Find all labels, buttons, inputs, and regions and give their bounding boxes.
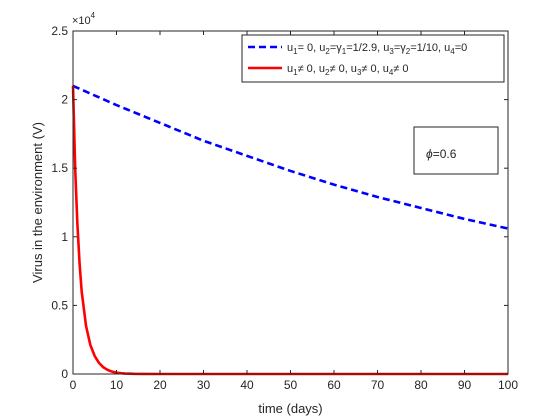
legend-subscript: 4 bbox=[389, 68, 394, 77]
legend-subscript: 3 bbox=[357, 68, 362, 77]
x-axis-ticks: 0 10 20 30 40 50 60 70 80 90 100 bbox=[70, 31, 518, 392]
x-tick-label: 0 bbox=[70, 378, 77, 392]
x-axis-label: time (days) bbox=[258, 401, 322, 416]
legend-text-segment: =0 bbox=[455, 42, 468, 54]
legend-text-segment: ≠ 0 bbox=[393, 63, 408, 75]
x-tick-label: 20 bbox=[153, 378, 167, 392]
y-tick-label: 2 bbox=[61, 93, 68, 107]
annotation-text: ϕ=0.6 bbox=[426, 147, 457, 161]
x-tick-label: 10 bbox=[110, 378, 124, 392]
y-tick-label: 1 bbox=[61, 230, 68, 244]
legend-text-segment: ≠ 0, u bbox=[361, 63, 388, 75]
x-tick-label: 100 bbox=[498, 378, 518, 392]
x-tick-label: 40 bbox=[240, 378, 254, 392]
legend-subscript: 4 bbox=[450, 47, 455, 56]
legend-text-segment: u bbox=[287, 42, 293, 54]
legend-subscript: 1 bbox=[342, 47, 347, 56]
y-tick-label: 1.5 bbox=[51, 161, 68, 175]
legend-subscript: 2 bbox=[406, 47, 411, 56]
legend-subscript: 2 bbox=[325, 47, 330, 56]
y-tick-label: 0.5 bbox=[51, 298, 68, 312]
legend-text-segment: u bbox=[287, 63, 293, 75]
phi-annotation-box: ϕ=0.6 bbox=[413, 126, 499, 175]
series-line-1 bbox=[72, 84, 509, 230]
phi-value: =0.6 bbox=[433, 147, 457, 161]
legend-subscript: 3 bbox=[389, 47, 394, 56]
y-tick-label: 0 bbox=[61, 367, 68, 381]
legend-box bbox=[241, 34, 505, 83]
y-axis-exponent-power: 4 bbox=[91, 11, 96, 20]
legend-text-segment: = 0, u bbox=[298, 42, 326, 54]
legend-text-segment: =1/2.9, u bbox=[346, 42, 389, 54]
y-axis-label: Virus in the environment (V) bbox=[30, 122, 45, 283]
x-tick-label: 90 bbox=[458, 378, 472, 392]
y-axis-exponent-base: ×10 bbox=[72, 15, 91, 27]
x-tick-label: 30 bbox=[197, 378, 211, 392]
x-tick-label: 60 bbox=[327, 378, 341, 392]
legend-subscript: 2 bbox=[325, 68, 330, 77]
y-axis-ticks: 0 0.5 1 1.5 2 2.5 bbox=[51, 24, 508, 381]
legend-subscript: 1 bbox=[293, 68, 298, 77]
legend-entry-2: u1≠ 0, u2≠ 0, u3≠ 0, u4≠ 0 bbox=[287, 63, 409, 77]
x-tick-label: 70 bbox=[371, 378, 385, 392]
legend-text-segment: =γ bbox=[394, 42, 406, 54]
y-tick-label: 2.5 bbox=[51, 24, 68, 38]
legend-text-segment: ≠ 0, u bbox=[329, 63, 356, 75]
annotation-box bbox=[413, 126, 499, 175]
y-axis-exponent: ×104 bbox=[72, 11, 96, 27]
legend-text-segment: ≠ 0, u bbox=[298, 63, 325, 75]
legend-subscript: 1 bbox=[293, 47, 298, 56]
legend: u1= 0, u2=γ1=1/2.9, u3=γ2=1/10, u4=0u1≠ … bbox=[241, 34, 505, 83]
x-tick-label: 50 bbox=[284, 378, 298, 392]
legend-text-segment: =1/10, u bbox=[410, 42, 450, 54]
legend-text-segment: =γ bbox=[330, 42, 342, 54]
x-tick-label: 80 bbox=[414, 378, 428, 392]
phi-symbol: ϕ bbox=[426, 147, 433, 161]
legend-entry-1: u1= 0, u2=γ1=1/2.9, u3=γ2=1/10, u4=0 bbox=[287, 42, 467, 56]
